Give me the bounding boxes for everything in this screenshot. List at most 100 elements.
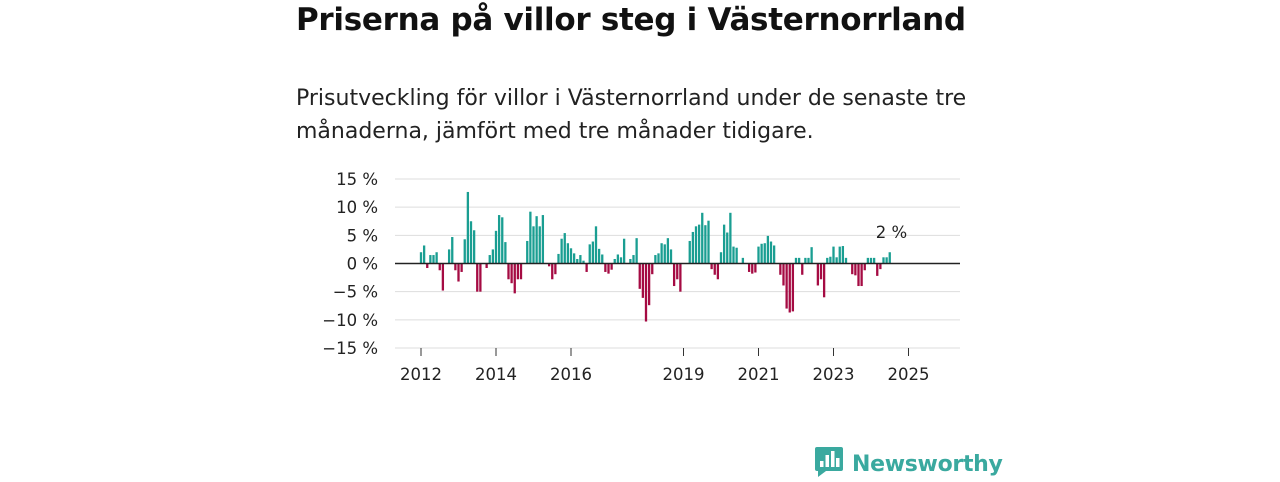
bar-positive xyxy=(697,224,701,264)
bar-positive xyxy=(719,252,723,264)
bar-negative xyxy=(816,263,820,286)
bar-negative xyxy=(716,263,720,280)
bar-positive xyxy=(432,255,435,264)
bar-positive xyxy=(794,257,798,264)
bar-positive xyxy=(535,216,538,264)
bar-negative xyxy=(747,263,751,272)
bar-positive xyxy=(538,226,541,264)
bar-positive xyxy=(841,246,845,264)
bar-negative xyxy=(876,263,879,276)
bar-negative xyxy=(754,263,757,273)
bar-positive xyxy=(766,235,770,264)
bar-negative xyxy=(710,263,713,270)
bar-negative xyxy=(851,263,854,275)
bar-negative xyxy=(585,263,588,272)
brand-logo[interactable]: Newsworthy xyxy=(814,446,1003,482)
bar-positive xyxy=(488,255,491,264)
bar-negative xyxy=(822,263,826,298)
bar-positive xyxy=(797,257,801,264)
bar-positive xyxy=(694,226,698,264)
x-tick-label: 2019 xyxy=(663,365,705,384)
bar-positive xyxy=(435,252,438,264)
bar-positive xyxy=(844,257,848,264)
bar-negative xyxy=(857,263,860,287)
bar-positive xyxy=(691,231,695,264)
bar-positive xyxy=(451,237,454,264)
bar-positive xyxy=(760,243,763,264)
bar-positive xyxy=(422,245,426,264)
x-tick-label: 2014 xyxy=(475,365,517,384)
bar-positive xyxy=(429,255,432,264)
bar-positive xyxy=(885,257,888,264)
bar-positive xyxy=(657,253,660,264)
bar-positive xyxy=(560,238,563,264)
bar-negative xyxy=(863,263,866,271)
bar-positive xyxy=(494,230,498,264)
bar-negative xyxy=(644,263,648,322)
y-axis: 15 % 10 % 5 % 0 % −5 % −10 % −15 % xyxy=(322,170,378,358)
bar-positive xyxy=(629,258,632,264)
bar-positive xyxy=(835,257,838,264)
bar-negative xyxy=(454,263,457,271)
bar-positive xyxy=(688,240,691,264)
bar-positive xyxy=(557,253,560,264)
bar-positive xyxy=(419,252,423,264)
bar-negative xyxy=(854,263,857,276)
bar-negative xyxy=(785,263,788,309)
bar-positive xyxy=(872,257,876,264)
chart-title: Priserna på villor steg i Västernorrland xyxy=(296,2,966,38)
bar-negative xyxy=(460,263,463,272)
bar-negative xyxy=(457,263,460,282)
bar-positive xyxy=(722,224,726,264)
bar-negative xyxy=(751,263,754,274)
y-tick-label: −10 % xyxy=(322,311,378,330)
bar-negative xyxy=(507,263,510,280)
x-axis: 2012 2014 2016 2019 2021 2023 2025 xyxy=(400,348,930,384)
bar-positive xyxy=(666,238,670,264)
bar-positive xyxy=(704,225,707,264)
bar-positive xyxy=(622,238,626,264)
bar-negative xyxy=(801,263,804,275)
bar-positive xyxy=(635,238,638,264)
bar-positive xyxy=(569,248,573,264)
brand-name: Newsworthy xyxy=(852,451,1003,477)
bar-positive xyxy=(741,257,745,264)
bar-positive xyxy=(563,233,566,264)
bar-negative xyxy=(782,263,785,286)
bar-negative xyxy=(441,263,445,291)
bar-positive xyxy=(772,245,776,264)
bar-positive xyxy=(529,211,532,264)
bar-positive xyxy=(469,221,473,264)
bar-positive xyxy=(829,256,832,264)
bar-negative xyxy=(679,263,682,292)
bar-negative xyxy=(610,263,613,270)
gridlines xyxy=(395,178,960,349)
y-tick-label: 0 % xyxy=(347,255,378,274)
bar-negative xyxy=(819,263,823,280)
bar-positive xyxy=(601,254,604,264)
bar-positive xyxy=(669,249,673,264)
chart-subtitle: Prisutveckling för villor i Västernorrla… xyxy=(296,86,967,144)
bar-negative xyxy=(638,263,641,289)
bar-negative xyxy=(510,263,513,284)
bar-negative xyxy=(860,263,863,287)
x-tick-label: 2012 xyxy=(400,365,442,384)
bar-positive xyxy=(491,249,495,264)
bar-positive xyxy=(472,230,476,264)
bar-positive xyxy=(888,252,891,264)
bar-positive xyxy=(591,241,595,264)
bar-positive xyxy=(526,240,529,264)
bar-positive xyxy=(576,258,579,264)
bar-positive xyxy=(726,232,729,264)
bar-positive xyxy=(654,255,657,264)
x-tick-label: 2016 xyxy=(550,365,592,384)
bar-negative xyxy=(479,263,482,292)
bar-positive xyxy=(882,257,885,264)
bar-positive xyxy=(447,249,451,264)
bar-positive xyxy=(866,257,870,264)
x-tick-label: 2023 xyxy=(813,365,855,384)
bar-negative xyxy=(476,263,479,292)
x-tick-label: 2025 xyxy=(888,365,930,384)
bar-negative xyxy=(485,263,488,269)
